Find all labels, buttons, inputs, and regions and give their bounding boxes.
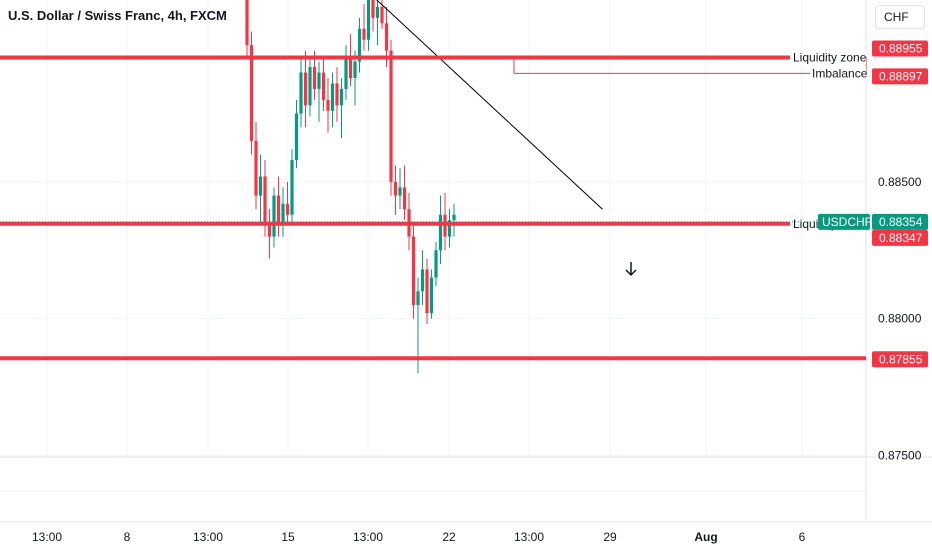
candle-body [420, 269, 425, 292]
currency-label: CHF [884, 10, 909, 24]
candle-body [366, 0, 371, 40]
price-tag-bg [872, 229, 928, 246]
x-tick-label: 13:00 [353, 530, 383, 544]
candle-body [249, 45, 254, 141]
candle-body [393, 181, 398, 196]
x-tick-label: 6 [799, 530, 806, 544]
x-tick-label: 29 [603, 530, 617, 544]
candle-body [344, 56, 348, 89]
candle-body [416, 291, 420, 305]
candle-body [276, 195, 281, 223]
candle-body [303, 72, 308, 106]
candle-body [294, 113, 299, 161]
candle-body [285, 203, 290, 215]
candle-body [312, 67, 317, 89]
candle-body [258, 176, 263, 196]
price-tag: 0.88897 [879, 69, 923, 83]
candle-body [452, 214, 456, 221]
candle-body [308, 67, 312, 106]
candle-body [339, 88, 344, 106]
candle-body [263, 176, 267, 226]
symbol-tag-bg [818, 213, 870, 230]
candle-body [380, 6, 384, 24]
trendline [376, 0, 603, 210]
y-tick-label: 0.87500 [878, 448, 922, 462]
candle-body [384, 23, 389, 51]
x-tick-label: 22 [442, 530, 456, 544]
imbalance-label: Imbalance [812, 66, 868, 80]
candle-body [353, 61, 357, 79]
candle-body [245, 0, 249, 46]
candle-body [371, 0, 375, 18]
candle-body [281, 203, 285, 223]
symbol-tag: USDCHF [822, 215, 872, 229]
candle-body [447, 220, 452, 237]
level-label-bg [790, 48, 866, 65]
candle-body [429, 277, 434, 314]
x-tick-label: 15 [281, 530, 295, 544]
x-tick-label: Aug [694, 530, 717, 544]
current-price-tag: 0.88354 [879, 215, 923, 229]
imbalance-label-bg [810, 66, 866, 81]
price-tag-bg [872, 68, 928, 85]
candle-body [326, 99, 330, 111]
x-tick-label: 13:00 [32, 530, 62, 544]
candle-body [389, 50, 393, 182]
currency-selector[interactable]: CHF [875, 5, 925, 29]
candle-body [321, 72, 326, 100]
y-tick-label: 0.88500 [878, 175, 922, 189]
price-tag-bg [872, 351, 928, 368]
candle-body [425, 269, 429, 314]
x-tick-label: 13:00 [514, 530, 544, 544]
level-label: Liquidity zone [793, 51, 867, 65]
down-arrow-icon [625, 262, 637, 277]
candle-body [398, 187, 402, 196]
price-tag: 0.87855 [879, 352, 923, 366]
candle-body [434, 250, 438, 278]
price-tag: 0.88955 [879, 42, 923, 56]
x-tick-label: 8 [124, 530, 131, 544]
candle-body [330, 83, 335, 111]
candle-body [299, 72, 303, 114]
candle-body [438, 214, 443, 251]
candle-body [335, 83, 339, 106]
price-tag: 0.88347 [879, 231, 923, 245]
candle-body [348, 56, 353, 79]
candle-body [317, 72, 321, 89]
price-tag-bg [872, 40, 928, 57]
candle-body [272, 195, 276, 237]
candle-body [375, 6, 380, 18]
candle-body [267, 225, 272, 237]
x-tick-label: 13:00 [193, 530, 223, 544]
chart-title: U.S. Dollar / Swiss Franc, 4h, FXCM [8, 8, 227, 23]
y-tick-label: 0.88000 [878, 312, 922, 326]
candle-body [357, 28, 362, 62]
candle-body [254, 140, 258, 196]
candle-body [402, 187, 407, 210]
candle-body [290, 160, 294, 215]
candle-body [362, 28, 366, 40]
candle-body [411, 236, 416, 305]
current-price-tag-bg [872, 213, 928, 230]
